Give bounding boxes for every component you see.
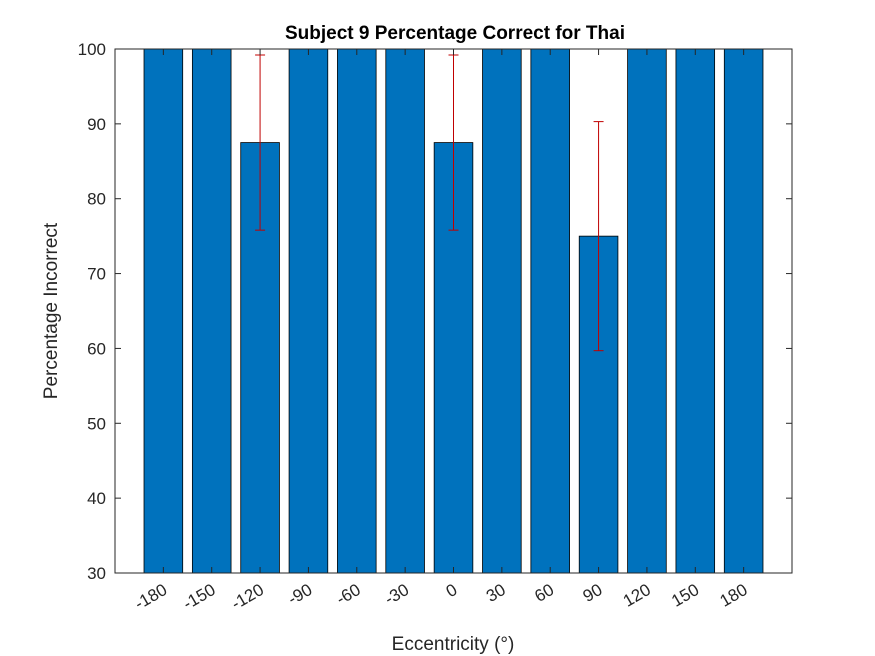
x-tick-label--60: -60 — [333, 580, 364, 609]
y-tick-label-90: 90 — [87, 115, 106, 134]
x-axis-label: Eccentricity (°) — [392, 634, 515, 655]
y-tick-label-40: 40 — [87, 489, 106, 508]
plot-box — [114, 48, 793, 574]
bar--60 — [337, 48, 377, 574]
x-tick-label-120: 120 — [620, 580, 654, 611]
y-tick-label-30: 30 — [87, 564, 106, 583]
x-tick-label--90: -90 — [285, 580, 316, 609]
y-tick-label-80: 80 — [87, 190, 106, 209]
bar--150 — [191, 48, 232, 574]
bar-30 — [482, 48, 522, 574]
chart-title: Subject 9 Percentage Correct for Thai — [285, 23, 625, 44]
bar-150 — [675, 48, 716, 574]
x-tick-label-90: 90 — [580, 580, 606, 606]
bar--30 — [385, 48, 425, 574]
y-tick-label-70: 70 — [87, 265, 106, 284]
y-tick-label-100: 100 — [78, 40, 106, 59]
bar--90 — [288, 48, 329, 574]
x-tick-label-60: 60 — [531, 580, 557, 606]
x-tick-label--120: -120 — [228, 580, 267, 613]
bar-60 — [530, 48, 570, 574]
bar-120 — [627, 48, 667, 574]
y-tick-label-60: 60 — [87, 339, 106, 358]
bar--180 — [143, 48, 184, 574]
bars-group — [143, 48, 764, 574]
x-tick-label-30: 30 — [483, 580, 509, 606]
x-tick-label--180: -180 — [131, 580, 170, 613]
x-tick-label-180: 180 — [717, 580, 751, 611]
bar-180 — [723, 48, 764, 574]
error-bars-group — [255, 54, 604, 352]
y-axis-label: Percentage Incorrect — [41, 222, 62, 399]
y-tick-label-50: 50 — [87, 414, 106, 433]
x-tick-label-0: 0 — [443, 580, 461, 601]
y-axis: 30 40 50 60 70 80 90 100 — [78, 40, 792, 583]
x-tick-label-150: 150 — [668, 580, 702, 611]
x-tick-label--30: -30 — [381, 580, 412, 609]
x-tick-label--150: -150 — [180, 580, 219, 613]
